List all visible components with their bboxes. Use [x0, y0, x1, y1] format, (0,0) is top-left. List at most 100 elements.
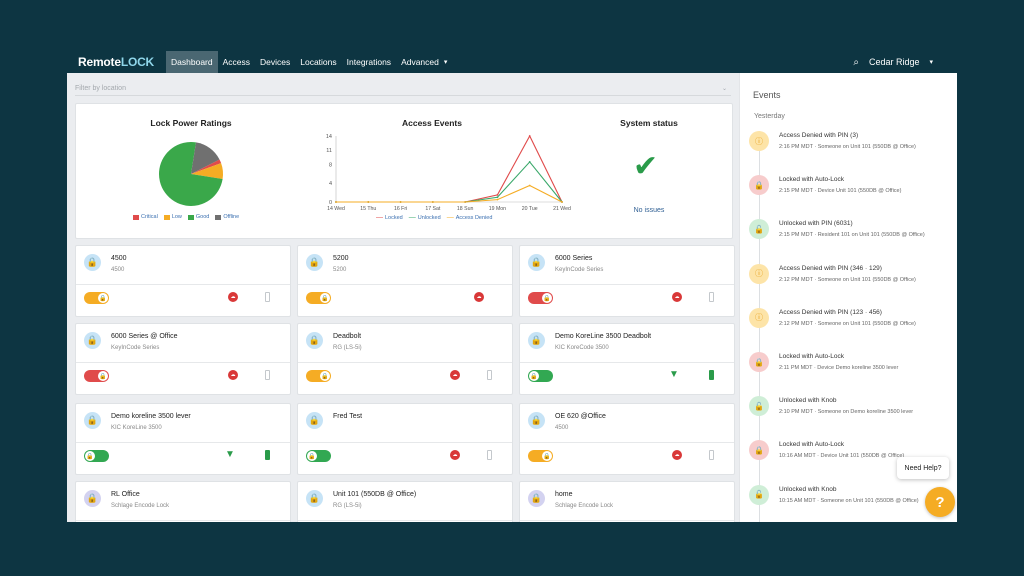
event-title: Locked with Auto-Lock [779, 176, 845, 184]
nav-integrations[interactable]: Integrations [346, 57, 392, 67]
nav-access[interactable]: Access [222, 57, 251, 67]
card-divider [298, 442, 512, 443]
lock-card[interactable]: 🔒 4500 4500 🔒 ☁ [75, 245, 291, 317]
nav-devices[interactable]: Devices [260, 57, 291, 67]
lock-name[interactable]: Unit 101 (550DB @ Office) [333, 491, 417, 498]
chevron-down-icon: ⌄ [721, 86, 727, 92]
event-item[interactable]: 🔒 Locked with Auto-Lock 2:11 PM MDT · Devi… [749, 350, 954, 380]
location-switcher[interactable]: ⌕ Cedar Ridge ▾ [853, 51, 933, 73]
nav-locations[interactable]: Locations [300, 57, 337, 67]
legend-line: — [376, 214, 383, 221]
event-item[interactable]: 🔓 Unlocked with Knob 10:15 AM MDT · Someon… [749, 483, 954, 513]
logo[interactable]: RemoteLOCK [78, 55, 154, 69]
lock-card[interactable]: 🔒 6000 Series @ Office KeyInCode Series 🔒 ☁ [75, 323, 291, 395]
lock-name[interactable]: 6000 Series @ Office [111, 333, 178, 340]
unlock-icon: 🔓 [749, 396, 769, 417]
card-divider [298, 284, 512, 285]
lock-name[interactable]: OE 620 @Office [555, 413, 606, 420]
nav-advanced[interactable]: Advanced ▾ [396, 51, 452, 73]
lock-icon: 🔒 [528, 490, 545, 507]
need-help-bubble[interactable]: Need Help? [897, 457, 949, 479]
lock-name[interactable]: Demo koreline 3500 lever [111, 413, 191, 420]
y-tick-label: 4 [329, 181, 332, 187]
lock-toggle[interactable]: 🔒 [306, 292, 331, 304]
lock-card[interactable]: 🔒 6000 Series KeyInCode Series 🔒 ☁ [519, 245, 735, 317]
lock-toggle[interactable]: 🔒 [84, 370, 109, 382]
event-item[interactable]: 🔒 Locked with Auto-Lock 10:16 AM MDT · Dev… [749, 438, 954, 468]
y-tick-label: 14 [326, 134, 332, 140]
event-item[interactable]: 🔓 Unlocked with Knob 2:10 PM MDT · Someone… [749, 394, 954, 424]
lock-toggle[interactable]: 🔒 [528, 292, 553, 304]
card-divider [298, 362, 512, 363]
access-chart-title: Access Events [401, 118, 462, 128]
lock-toggle[interactable]: 🔒 [84, 292, 109, 304]
top-navbar: RemoteLOCK Dashboard Access Devices Loca… [67, 51, 957, 73]
lock-icon: 🔒 [306, 332, 323, 349]
data-point [496, 194, 499, 196]
legend-swatch [215, 214, 222, 220]
lock-name[interactable]: RL Office [111, 491, 140, 498]
lock-card[interactable]: 🔒 RL Office Schlage Encode Lock [75, 481, 291, 522]
pie-slice-offline [191, 142, 220, 174]
search-icon[interactable]: ⌕ [853, 56, 859, 68]
lock-toggle[interactable]: 🔒 [306, 370, 331, 382]
pie-slice-low [191, 163, 223, 180]
lock-icon: 🔒 [306, 412, 323, 429]
filter-placeholder: Filter by location [75, 85, 126, 92]
battery-icon [709, 370, 714, 380]
event-detail: 2:15 PM MDT · Resident 101 on Unit 101 (… [779, 232, 925, 239]
battery-icon [709, 450, 714, 460]
lock-name[interactable]: Deadbolt [333, 333, 362, 340]
lock-model: 5200 [333, 267, 347, 273]
event-item[interactable]: ⓘ Access Denied with PIN (123 · 456) 2:12 … [749, 306, 954, 336]
lock-name[interactable]: home [555, 491, 573, 498]
lock-toggle[interactable]: 🔒 [528, 450, 553, 462]
legend-label: Locked [385, 214, 403, 221]
lock-toggle[interactable]: 🔒 [306, 450, 331, 462]
legend-good: Good [187, 214, 209, 220]
event-detail: 2:10 PM MDT · Someone on Demo koreline 3… [779, 409, 914, 416]
legend-critical: Critical [133, 214, 158, 220]
event-item[interactable]: 🔓 Unlocked with PIN (6031) 2:15 PM MDT · R… [749, 217, 954, 247]
lock-toggle[interactable]: 🔒 [528, 370, 553, 382]
event-title: Unlocked with PIN (6031) [779, 220, 853, 228]
lock-model: KIC KoreLine 3500 [111, 425, 162, 431]
lock-card[interactable]: 🔒 5200 5200 🔒 ☁ [297, 245, 513, 317]
lock-icon: 🔒 [528, 412, 545, 429]
unlock-icon: 🔒 [85, 451, 95, 461]
lock-card[interactable]: 🔒 home Schlage Encode Lock [519, 481, 735, 522]
lock-card[interactable]: 🔒 Demo KoreLine 3500 Deadbolt KIC KoreCode… [519, 323, 735, 395]
data-point [335, 201, 337, 203]
battery-icon [487, 370, 492, 380]
lock-name[interactable]: 4500 [111, 255, 127, 262]
stats-panel: Lock Power Ratings Critical Low Good Off… [75, 103, 733, 239]
help-button[interactable]: ? [925, 487, 955, 517]
lock-card[interactable]: 🔒 OE 620 @Office 4500 🔒 ☁ [519, 403, 735, 475]
lock-card[interactable]: 🔒 Deadbolt RG (LS-5i) 🔒 ☁ [297, 323, 513, 395]
event-title: Unlocked with Knob [779, 397, 837, 405]
event-item[interactable]: ⓘ Access Denied with PIN (3) 2:16 PM MDT ·… [749, 129, 954, 159]
legend-label: Offline [223, 214, 240, 220]
lock-name[interactable]: 6000 Series [555, 255, 593, 262]
lock-icon: 🔒 [528, 254, 545, 271]
lock-name[interactable]: 5200 [333, 255, 349, 262]
legend-swatch [163, 214, 170, 220]
series-line-access-denied [336, 184, 563, 203]
lock-toggle[interactable]: 🔒 [84, 450, 109, 462]
dashboard-main: Filter by location ⌄ Lock Power Ratings … [67, 73, 739, 522]
card-divider [76, 284, 290, 285]
location-filter[interactable]: Filter by location ⌄ [75, 82, 731, 96]
lock-name[interactable]: Demo KoreLine 3500 Deadbolt [555, 333, 652, 340]
event-item[interactable]: ⓘ Access Denied with PIN (346 · 129) 2:12 … [749, 262, 954, 292]
nav-dashboard[interactable]: Dashboard [166, 51, 218, 73]
lock-card[interactable]: 🔒 Unit 101 (550DB @ Office) RG (LS-5i) [297, 481, 513, 522]
lock-icon: 🔒 [84, 490, 101, 507]
lock-name[interactable]: Fred Test [333, 413, 363, 420]
events-day-label: Yesterday [754, 113, 785, 120]
event-item[interactable]: 🔒 Locked with Auto-Lock 2:15 PM MDT · Devi… [749, 173, 954, 203]
lock-card[interactable]: 🔒 Fred Test 🔒 ☁ [297, 403, 513, 475]
data-point [561, 201, 563, 203]
app-window: RemoteLOCK Dashboard Access Devices Loca… [67, 51, 957, 522]
legend-swatch [133, 214, 139, 220]
lock-card[interactable]: 🔒 Demo koreline 3500 lever KIC KoreLine 35… [75, 403, 291, 475]
